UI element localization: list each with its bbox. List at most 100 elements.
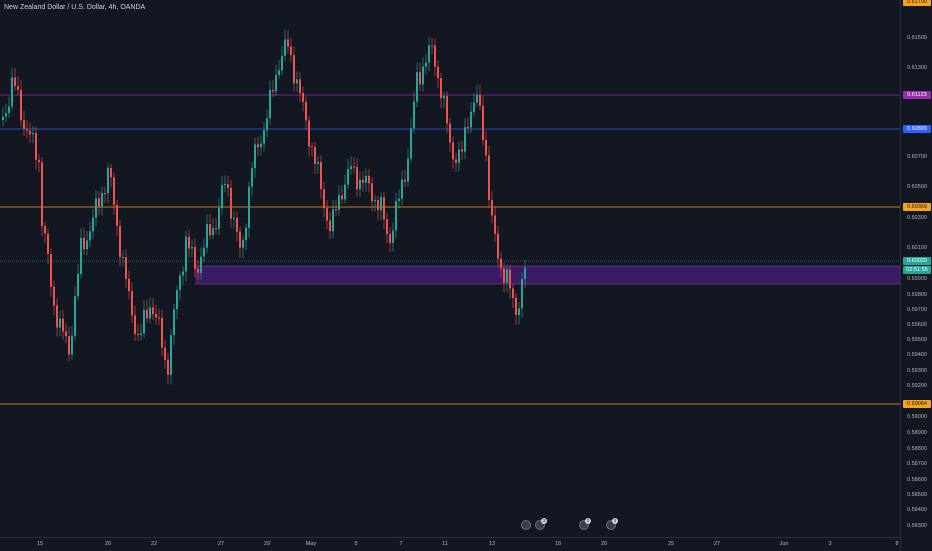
- candle-up: [359, 179, 361, 190]
- candle-up: [80, 237, 82, 274]
- candle-up: [8, 106, 10, 114]
- candle-up: [344, 184, 346, 200]
- candle-down: [155, 314, 157, 318]
- candle-down: [335, 209, 337, 211]
- candle-down: [308, 120, 310, 147]
- price-tick-label: 0.59500: [907, 337, 927, 343]
- candle-down: [83, 237, 85, 250]
- price-tick-label: 0.61500: [907, 35, 927, 41]
- candle-down: [41, 162, 43, 227]
- candle-up: [191, 247, 193, 249]
- candle-up: [86, 240, 88, 250]
- candle-down: [488, 155, 490, 200]
- candle-down: [341, 195, 343, 200]
- candle-down: [431, 45, 433, 47]
- candlestick-chart[interactable]: [0, 0, 900, 537]
- candle-up: [380, 197, 382, 211]
- time-tick-label: 27: [713, 541, 721, 547]
- candle-down: [62, 318, 64, 332]
- time-tick-label: 3: [828, 541, 832, 547]
- candle-up: [74, 296, 76, 336]
- candle-up: [350, 166, 352, 170]
- candle-down: [311, 146, 313, 148]
- price-tag-top: 0.61700: [903, 0, 931, 6]
- time-axis[interactable]: 15 20 22 27 29 May 5 7 11 13 18 20 25 27 Jun 3 8: [0, 537, 900, 551]
- supply-demand-zone: [195, 266, 900, 284]
- candle-down: [20, 89, 22, 121]
- candle-up: [206, 224, 208, 248]
- candle-up: [425, 62, 427, 67]
- time-tick-label: 25: [667, 541, 675, 547]
- candle-up: [218, 208, 220, 229]
- time-tick-label: 27: [217, 541, 225, 547]
- news-flag-icon[interactable]: [579, 520, 589, 530]
- price-axis[interactable]: 0.61500 0.61300 0.60700 0.60500 0.60300 0.601…: [900, 0, 932, 550]
- candle-down: [362, 179, 364, 183]
- price-tick-label: 0.60700: [907, 154, 927, 160]
- price-tick-label: 0.60500: [907, 184, 927, 190]
- news-flag-icon[interactable]: [606, 520, 616, 530]
- candle-down: [158, 317, 160, 319]
- candle-down: [110, 167, 112, 178]
- price-level-tag: 0.60369: [903, 203, 931, 211]
- price-tick-label: 0.58900: [907, 430, 927, 436]
- candle-down: [65, 331, 67, 337]
- candle-up: [407, 158, 409, 182]
- news-flag-icon[interactable]: [521, 520, 531, 530]
- symbol-title[interactable]: New Zealand Dollar / U.S. Dollar, 4h, OA…: [4, 4, 146, 11]
- candle-down: [128, 278, 130, 292]
- price-tick-label: 0.59600: [907, 322, 927, 328]
- price-tick-label: 0.59900: [907, 276, 927, 282]
- candle-down: [509, 269, 511, 289]
- candle-up: [143, 309, 145, 334]
- price-level-tag: 0.60899: [903, 125, 931, 133]
- time-tick-label: 7: [399, 541, 403, 547]
- candle-down: [485, 140, 487, 156]
- candle-down: [449, 123, 451, 143]
- candle-up: [392, 230, 394, 243]
- candle-down: [146, 309, 148, 319]
- price-tick-label: 0.58300: [907, 523, 927, 529]
- candle-down: [440, 78, 442, 99]
- time-tick-label: 22: [150, 541, 158, 547]
- candle-down: [47, 233, 49, 255]
- candle-down: [125, 257, 127, 279]
- candle-down: [287, 39, 289, 47]
- candle-up: [95, 198, 97, 218]
- candle-up: [5, 113, 7, 117]
- candle-down: [467, 127, 469, 129]
- candle-up: [101, 193, 103, 207]
- candle-up: [11, 77, 13, 107]
- candle-up: [176, 290, 178, 310]
- price-tick-label: 0.61300: [907, 65, 927, 71]
- candle-down: [446, 96, 448, 124]
- price-tick-label: 0.59800: [907, 292, 927, 298]
- candle-down: [368, 175, 370, 184]
- candle-down: [137, 334, 139, 336]
- candle-up: [170, 335, 172, 375]
- chart-canvas[interactable]: New Zealand Dollar / U.S. Dollar, 4h, OA…: [0, 0, 900, 537]
- candle-down: [164, 347, 166, 360]
- time-tick-label: May: [305, 541, 317, 547]
- candle-up: [242, 240, 244, 248]
- candle-up: [413, 101, 415, 129]
- candle-down: [299, 79, 301, 94]
- candle-up: [182, 271, 184, 276]
- candle-down: [497, 233, 499, 259]
- candle-down: [389, 234, 391, 243]
- news-flag-icon[interactable]: [535, 520, 545, 530]
- candle-down: [35, 133, 37, 160]
- candle-down: [29, 130, 31, 135]
- candle-down: [44, 226, 46, 234]
- time-tick-label: Jun: [779, 541, 789, 547]
- candle-up: [71, 335, 73, 355]
- candle-up: [122, 257, 124, 259]
- candle-down: [353, 166, 355, 168]
- candle-up: [149, 307, 151, 319]
- time-tick-label: 20: [600, 541, 608, 547]
- candle-up: [203, 247, 205, 257]
- time-tick-label: 11: [442, 541, 448, 547]
- candle-up: [32, 133, 34, 135]
- candle-up: [173, 309, 175, 336]
- price-tick-label: 0.59700: [907, 307, 927, 313]
